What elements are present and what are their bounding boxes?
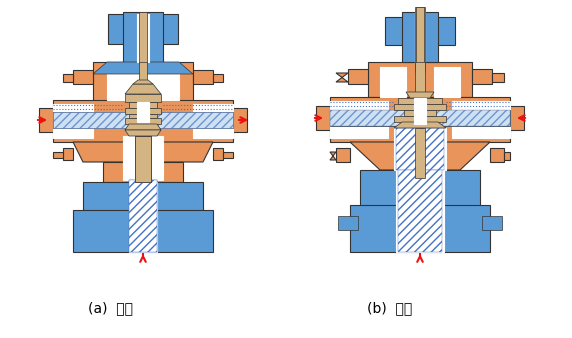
Polygon shape: [434, 67, 460, 97]
Polygon shape: [133, 80, 153, 84]
Polygon shape: [103, 162, 183, 182]
Polygon shape: [125, 124, 161, 130]
Polygon shape: [193, 70, 213, 84]
Bar: [402, 12, 438, 62]
Bar: [137, 14, 149, 62]
Polygon shape: [63, 74, 73, 82]
Polygon shape: [394, 116, 446, 122]
Polygon shape: [137, 102, 149, 122]
Bar: [108, 14, 178, 44]
Polygon shape: [129, 114, 157, 118]
Polygon shape: [330, 101, 388, 138]
Polygon shape: [472, 69, 492, 84]
Polygon shape: [368, 62, 472, 97]
Bar: [385, 17, 455, 45]
Polygon shape: [394, 128, 446, 170]
Polygon shape: [63, 148, 73, 160]
Polygon shape: [396, 170, 444, 252]
Polygon shape: [414, 98, 426, 124]
Polygon shape: [125, 118, 161, 124]
Polygon shape: [404, 110, 436, 116]
Polygon shape: [452, 101, 510, 138]
Polygon shape: [360, 170, 480, 207]
Polygon shape: [129, 180, 157, 252]
Polygon shape: [316, 106, 330, 130]
Polygon shape: [223, 152, 233, 158]
Polygon shape: [233, 108, 247, 132]
Polygon shape: [504, 152, 510, 160]
Bar: [416, 7, 424, 67]
Polygon shape: [336, 148, 350, 162]
Polygon shape: [73, 142, 213, 162]
Polygon shape: [350, 205, 490, 252]
Polygon shape: [406, 92, 434, 98]
Bar: [415, 12, 425, 64]
Polygon shape: [83, 182, 203, 212]
Polygon shape: [510, 106, 524, 130]
Polygon shape: [398, 98, 442, 104]
Bar: [135, 136, 151, 182]
Polygon shape: [73, 210, 213, 252]
Polygon shape: [53, 152, 63, 158]
Polygon shape: [73, 70, 93, 84]
Polygon shape: [338, 216, 358, 230]
Polygon shape: [482, 216, 502, 230]
Polygon shape: [492, 73, 504, 82]
Polygon shape: [53, 104, 93, 138]
Polygon shape: [330, 97, 510, 142]
Polygon shape: [125, 84, 161, 94]
Polygon shape: [53, 112, 233, 128]
Polygon shape: [330, 110, 510, 126]
Polygon shape: [53, 112, 233, 128]
Text: (b)  合流: (b) 合流: [367, 301, 412, 315]
Bar: [415, 62, 425, 98]
Bar: [415, 128, 425, 178]
Polygon shape: [336, 73, 348, 82]
Polygon shape: [129, 102, 157, 108]
Polygon shape: [330, 110, 510, 126]
Polygon shape: [93, 62, 193, 74]
Text: (a)  分流: (a) 分流: [88, 301, 133, 315]
Polygon shape: [490, 148, 504, 162]
Polygon shape: [193, 104, 233, 138]
Polygon shape: [39, 108, 53, 132]
Polygon shape: [380, 67, 406, 97]
Bar: [123, 12, 163, 62]
Polygon shape: [125, 108, 161, 114]
Polygon shape: [125, 130, 161, 136]
Polygon shape: [330, 152, 336, 160]
Polygon shape: [129, 182, 157, 252]
Bar: [135, 136, 151, 182]
Polygon shape: [398, 170, 442, 252]
Polygon shape: [350, 142, 490, 170]
Polygon shape: [348, 69, 368, 84]
Polygon shape: [213, 74, 223, 82]
Polygon shape: [107, 62, 179, 100]
Polygon shape: [394, 122, 446, 128]
Polygon shape: [394, 104, 446, 110]
Polygon shape: [123, 136, 163, 180]
Polygon shape: [53, 100, 233, 142]
Polygon shape: [129, 180, 157, 252]
Bar: [415, 7, 425, 72]
Polygon shape: [396, 128, 444, 170]
Polygon shape: [213, 148, 223, 160]
Bar: [139, 12, 147, 64]
Bar: [139, 62, 147, 102]
Polygon shape: [93, 62, 193, 102]
Polygon shape: [125, 94, 161, 102]
